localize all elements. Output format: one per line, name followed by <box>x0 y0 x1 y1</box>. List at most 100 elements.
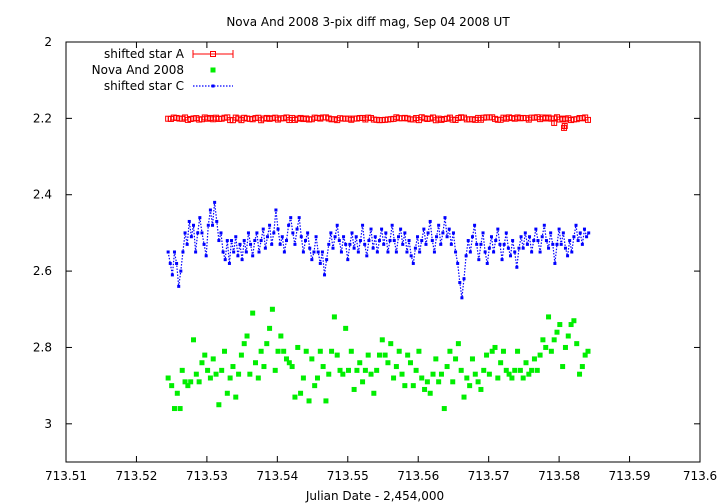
star-c-point <box>392 239 396 243</box>
star-c-point <box>384 231 388 235</box>
nova-point <box>202 352 208 358</box>
nova-point <box>179 367 185 373</box>
nova-point <box>222 348 227 354</box>
star-c-point <box>365 254 369 258</box>
x-tick-label: 713.53 <box>186 469 228 483</box>
star-c-point <box>458 281 462 285</box>
star-c-point <box>274 208 278 212</box>
star-c-point <box>358 239 362 243</box>
y-tick-label: 2.8 <box>33 340 52 354</box>
nova-point <box>577 371 583 377</box>
star-c-point <box>464 254 468 258</box>
nova-point <box>261 364 267 370</box>
nova-point <box>492 344 498 350</box>
star-c-point <box>333 235 337 239</box>
nova-point <box>323 398 329 404</box>
nova-point <box>444 364 450 370</box>
nova-point <box>551 337 557 343</box>
star-c-point <box>386 250 390 254</box>
star-c-point <box>405 250 409 254</box>
nova-point <box>365 352 371 358</box>
star-c-point <box>424 242 428 246</box>
star-c-point <box>456 261 460 265</box>
x-axis: 713.51 713.52 713.53 713.54 713.55 713.56 713.… <box>45 42 717 483</box>
star-c-point <box>219 231 223 235</box>
nova-point <box>455 341 461 347</box>
nova-point <box>207 375 213 381</box>
star-c-point <box>382 242 386 246</box>
star-c-point <box>430 239 434 243</box>
star-c-point <box>396 235 400 239</box>
x-tick-label: 713.57 <box>468 469 510 483</box>
nova-point <box>475 379 481 385</box>
star-c-point <box>276 227 280 231</box>
star-c-point <box>443 216 447 220</box>
nova-point <box>557 322 563 328</box>
star-c-point <box>553 261 557 265</box>
star-c-point <box>251 254 255 258</box>
star-c-point <box>200 231 204 235</box>
nova-point <box>531 356 537 362</box>
nova-point <box>582 352 588 358</box>
x-tick-label: 713.55 <box>327 469 369 483</box>
star-c-point <box>185 242 189 246</box>
star-c-point <box>249 242 253 246</box>
nova-point <box>548 348 554 354</box>
star-c-point <box>504 231 508 235</box>
nova-point <box>227 375 233 381</box>
nova-point <box>193 371 199 377</box>
star-c-point <box>513 250 517 254</box>
star-c-point <box>242 239 246 243</box>
star-c-point <box>316 250 320 254</box>
nova-point <box>247 371 253 377</box>
star-c-point <box>477 258 481 262</box>
star-c-point <box>420 239 424 243</box>
star-c-point <box>342 235 346 239</box>
star-c-point <box>255 231 259 235</box>
star-c-point <box>441 231 445 235</box>
star-c-point <box>585 235 589 239</box>
nova-point <box>540 337 546 343</box>
nova-point <box>213 371 219 377</box>
nova-point <box>529 367 535 373</box>
star-c-point <box>297 216 301 220</box>
nova-point <box>486 371 492 377</box>
star-c-point <box>447 227 451 231</box>
nova-point <box>407 360 413 366</box>
star-c-point <box>238 242 242 246</box>
star-c-point <box>532 239 536 243</box>
y-tick-label: 2 <box>44 35 52 49</box>
star-c-point <box>549 231 553 235</box>
star-c-point <box>587 231 591 235</box>
nova-point <box>520 375 526 381</box>
nova-point <box>177 406 183 412</box>
nova-point <box>371 390 377 396</box>
nova-point <box>574 341 580 347</box>
nova-point <box>289 364 295 370</box>
nova-point <box>498 360 504 366</box>
star-c-point <box>373 235 377 239</box>
nova-point <box>205 367 211 373</box>
x-tick-label: 713.6 <box>683 469 717 483</box>
nova-point <box>503 367 509 373</box>
star-c-point <box>198 216 202 220</box>
nova-point <box>393 364 399 370</box>
star-c-point <box>213 200 217 204</box>
star-c-point <box>299 235 303 239</box>
star-c-point <box>232 250 236 254</box>
nova-point <box>427 390 433 396</box>
nova-point <box>317 348 323 354</box>
star-c-point <box>272 231 276 235</box>
star-c-point <box>172 250 176 254</box>
star-c-point <box>318 261 322 265</box>
star-c-point <box>179 269 183 273</box>
star-c-point <box>502 242 506 246</box>
star-c-point <box>517 246 521 250</box>
star-c-point <box>320 250 324 254</box>
star-c-point <box>416 235 420 239</box>
star-c-point <box>473 223 477 227</box>
star-c-point <box>287 223 291 227</box>
star-c-point <box>449 242 453 246</box>
nova-point <box>438 371 444 377</box>
star-c-point <box>211 223 215 227</box>
